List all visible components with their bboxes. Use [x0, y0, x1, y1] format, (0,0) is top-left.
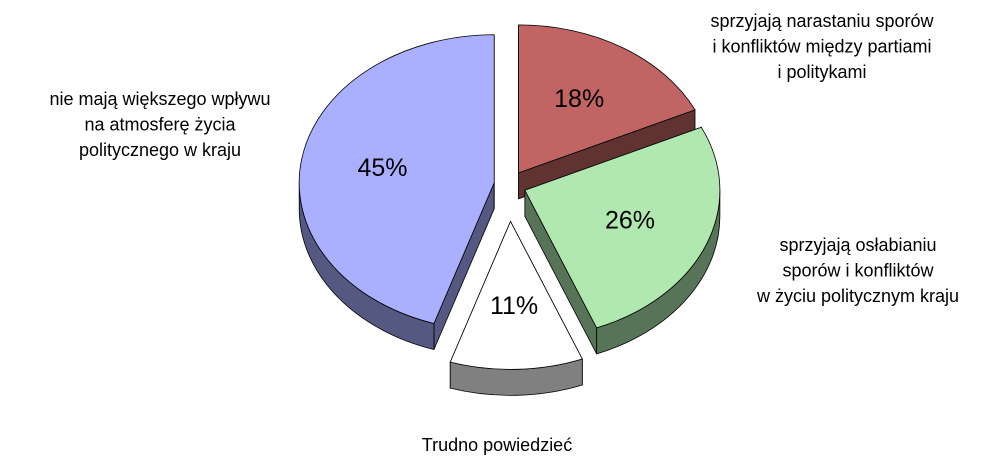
category-label: Trudno powiedzieć [422, 435, 572, 455]
data-label: 45% [357, 154, 407, 182]
data-label: 11% [490, 292, 538, 320]
category-label: na atmosferę życia [84, 114, 236, 134]
data-label: 18% [554, 85, 604, 113]
category-label: sporów i konfliktów [782, 260, 934, 280]
slice [298, 34, 495, 324]
category-label: i politykami [777, 62, 866, 82]
category-label: politycznego w kraju [79, 140, 241, 160]
category-label: sprzyjają narastaniu sporów [710, 11, 934, 31]
slice [449, 220, 583, 370]
slice [518, 24, 696, 174]
category-label: i konfliktów między partiami [712, 36, 931, 56]
category-label: w życiu politycznym kraju [756, 286, 959, 306]
category-label: nie mają większego wpływu [49, 89, 270, 109]
data-label: 26% [605, 207, 655, 235]
category-label: sprzyjają osłabianiu [779, 235, 936, 255]
slice [524, 126, 721, 329]
